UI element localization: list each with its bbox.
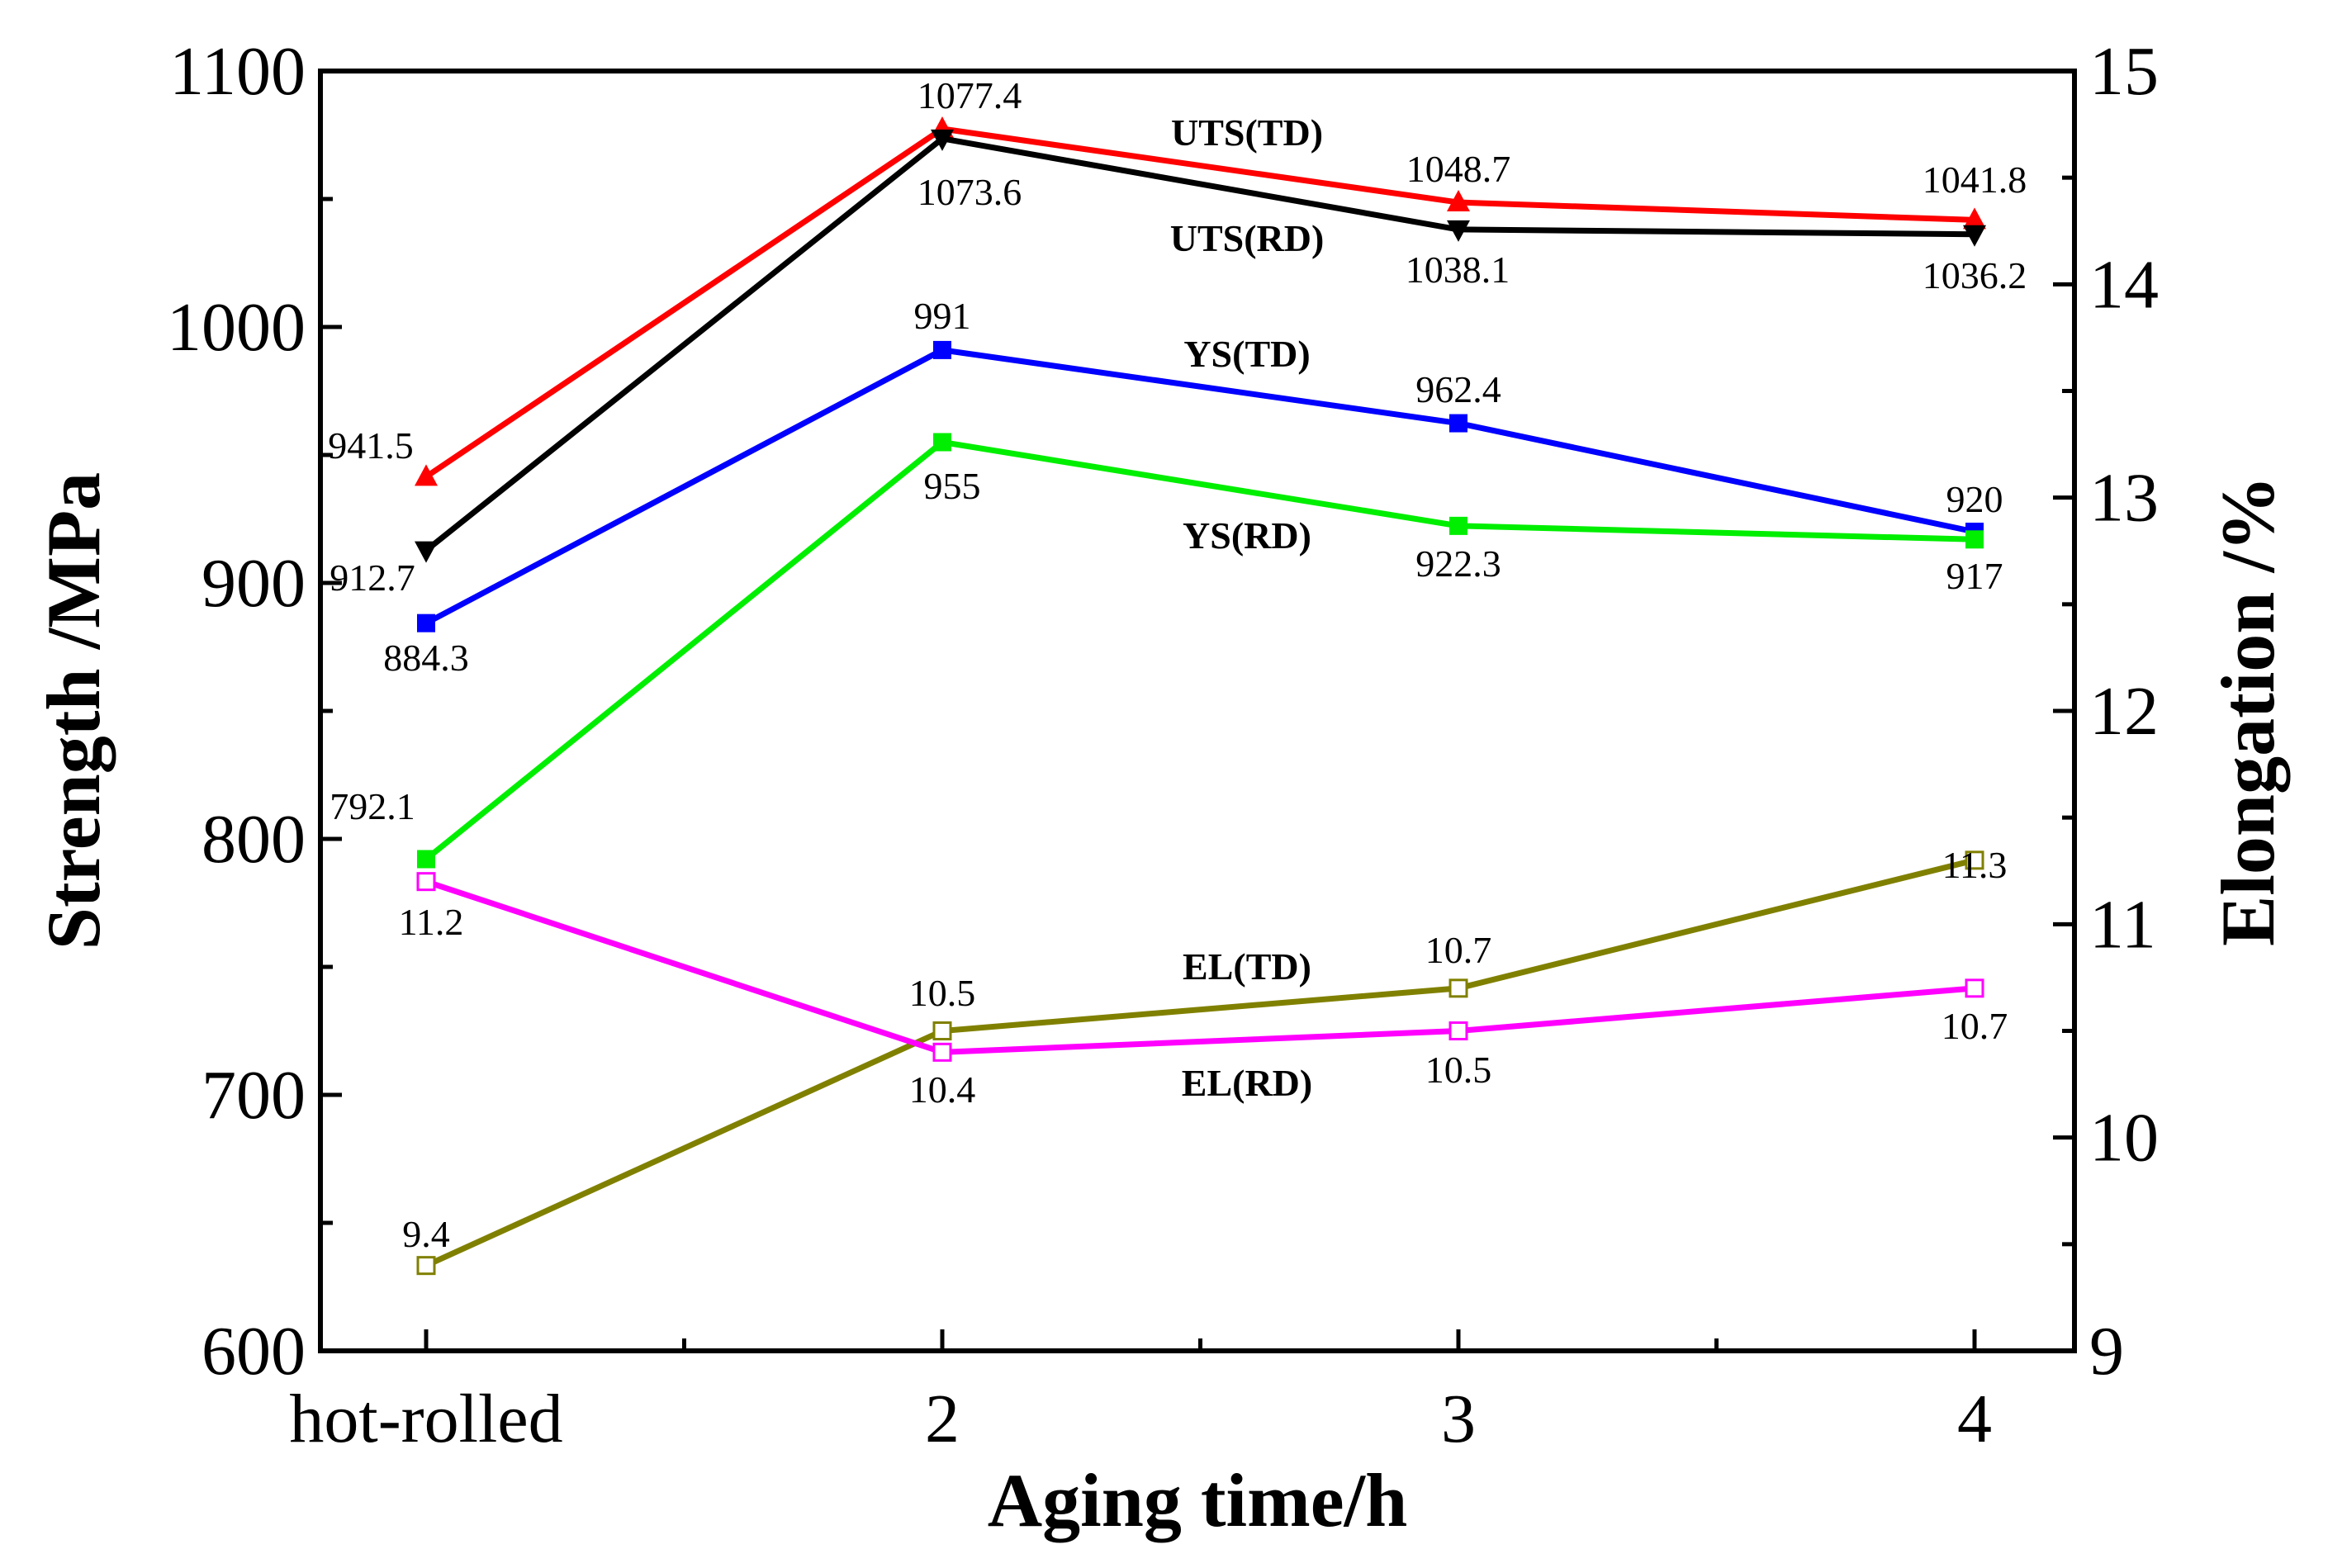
data-label-uts-td-1: 1077.4	[917, 74, 1022, 116]
uts-td-point-3	[1963, 207, 1986, 230]
series-name-el-td: EL(TD)	[1183, 945, 1311, 988]
y2-tick-label: 12	[2089, 673, 2159, 750]
plot-frame	[318, 69, 2077, 1353]
series-name-ys-rd: YS(RD)	[1183, 514, 1311, 557]
series-name-uts-rd: UTS(RD)	[1170, 217, 1325, 259]
data-label-ys-td-0: 884.3	[383, 637, 469, 679]
data-label-ys-td-3: 920	[1946, 478, 2003, 520]
data-label-el-td-0: 9.4	[402, 1213, 450, 1255]
uts-rd-point-0	[415, 541, 438, 563]
series-name-el-rd: EL(RD)	[1182, 1062, 1312, 1104]
series-layer	[415, 116, 1986, 1276]
y2-tick-label: 13	[2089, 460, 2159, 537]
series-name-uts-td: UTS(TD)	[1171, 111, 1323, 154]
data-label-el-rd-3: 10.7	[1942, 1005, 2008, 1047]
data-label-uts-rd-1: 1073.6	[917, 171, 1022, 213]
y-axis-title: Strength /MPa	[31, 472, 116, 950]
data-label-el-rd-1: 10.4	[909, 1068, 976, 1111]
data-label-uts-rd-2: 1038.1	[1406, 249, 1510, 291]
y2-tick-label: 9	[2089, 1313, 2124, 1390]
series-uts-td	[415, 116, 1986, 486]
uts-td-line	[424, 126, 1975, 480]
data-label-ys-td-2: 962.4	[1415, 368, 1501, 410]
el-td-point-0	[416, 1256, 436, 1276]
y2-tick-label: 10	[2089, 1100, 2159, 1177]
axes: 600 700 800 900 1000 1100 9 10 11 12 13 14 15 hot-rol…	[167, 33, 2159, 1457]
y-tick-label: 1000	[167, 289, 306, 366]
el-td-point-2	[1448, 978, 1468, 998]
uts-rd-point-2	[1447, 220, 1470, 242]
series-name-ys-td: YS(TD)	[1183, 333, 1310, 375]
data-label-ys-rd-3: 917	[1946, 555, 2003, 597]
data-label-el-td-3: 11.3	[1942, 844, 2008, 886]
ys-td-point-2	[1449, 414, 1467, 433]
data-label-uts-rd-3: 1036.2	[1923, 254, 2027, 296]
data-label-el-rd-2: 10.5	[1425, 1049, 1492, 1091]
data-label-ys-rd-2: 922.3	[1415, 542, 1501, 585]
el-td-point-3	[1965, 850, 1984, 870]
series-names: UTS(TD) UTS(RD) YS(TD) YS(RD) EL(TD) EL(RD)	[1170, 111, 1325, 1104]
el-rd-point-1	[932, 1042, 952, 1062]
y-tick-label: 900	[202, 545, 306, 622]
ys-td-point-0	[417, 613, 435, 632]
data-label-uts-td-3: 1041.8	[1923, 159, 2027, 201]
x-tick-label: 4	[1957, 1381, 1992, 1457]
el-td-point-1	[932, 1021, 952, 1040]
el-td-line	[424, 857, 1975, 1268]
series-el-td	[416, 850, 1984, 1276]
uts-rd-line	[424, 135, 1975, 553]
el-rd-point-3	[1965, 978, 1984, 998]
el-rd-line	[424, 879, 1975, 1055]
y-tick-label: 800	[202, 801, 306, 878]
uts-rd-point-3	[1963, 225, 1986, 247]
ys-rd-point-1	[933, 433, 951, 452]
uts-rd-point-1	[931, 129, 954, 151]
ys-rd-point-2	[1449, 516, 1467, 535]
series-ys-rd	[417, 433, 1984, 869]
data-label-uts-td-2: 1048.7	[1406, 148, 1511, 190]
data-label-ys-td-1: 991	[914, 295, 971, 337]
y2-axis-title: Elongation /%	[2206, 476, 2290, 946]
series-el-rd	[416, 872, 1984, 1062]
series-ys-td	[417, 340, 1984, 632]
data-labels: 941.5 1077.4 1048.7 1041.8 912.7 1073.6 1038.1…	[328, 74, 2027, 1255]
y-tick-label: 700	[202, 1057, 306, 1134]
x-tick-label: 2	[925, 1381, 960, 1457]
ys-td-point-1	[933, 340, 951, 359]
ys-rd-point-3	[1965, 530, 1984, 549]
el-rd-point-0	[416, 872, 436, 892]
data-label-el-td-1: 10.5	[909, 972, 976, 1014]
ys-rd-point-0	[417, 850, 435, 869]
data-label-el-td-2: 10.7	[1425, 929, 1492, 971]
y2-tick-label: 15	[2089, 33, 2159, 110]
x-axis-title: Aging time/h	[988, 1458, 1408, 1542]
uts-td-point-0	[415, 464, 438, 486]
ys-td-line	[424, 347, 1975, 626]
x-tick-label: hot-rolled	[289, 1381, 562, 1457]
x-tick-label: 3	[1441, 1381, 1476, 1457]
y2-tick-label: 11	[2089, 886, 2156, 963]
data-label-ys-rd-1: 955	[924, 465, 981, 507]
y-tick-label: 1100	[169, 33, 306, 110]
y-tick-label: 600	[202, 1313, 306, 1390]
uts-td-point-2	[1447, 190, 1470, 212]
el-rd-point-2	[1448, 1021, 1468, 1040]
series-uts-rd	[415, 129, 1986, 563]
data-label-ys-rd-0: 792.1	[330, 785, 415, 827]
data-label-uts-td-0: 941.5	[328, 424, 414, 467]
data-label-el-rd-0: 11.2	[399, 901, 464, 943]
data-label-uts-rd-0: 912.7	[330, 557, 415, 599]
y2-tick-label: 14	[2089, 246, 2159, 323]
ys-rd-line	[424, 439, 1975, 862]
